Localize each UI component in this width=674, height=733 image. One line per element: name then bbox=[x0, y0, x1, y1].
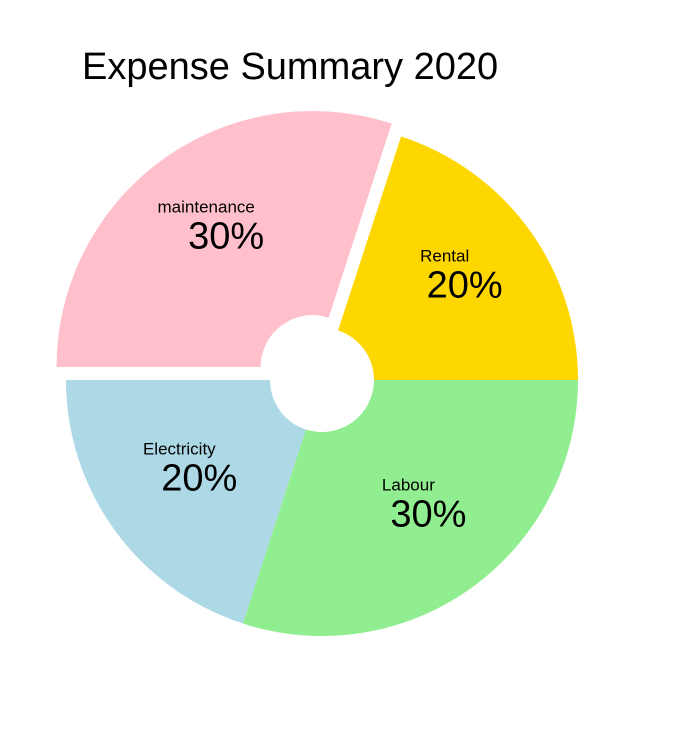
slice-labour bbox=[242, 380, 578, 636]
slice-label-labour: Labour bbox=[382, 476, 435, 495]
slice-value-maintenance: 30% bbox=[188, 215, 264, 257]
slice-value-labour: 30% bbox=[390, 494, 466, 536]
slice-label-rental: Rental bbox=[420, 247, 469, 266]
slice-label-maintenance: maintenance bbox=[158, 197, 255, 216]
slice-value-rental: 20% bbox=[427, 265, 503, 307]
slice-electricity bbox=[66, 380, 306, 624]
slice-maintenance bbox=[56, 111, 392, 368]
slice-label-electricity: Electricity bbox=[143, 439, 216, 458]
slice-rental bbox=[338, 136, 578, 380]
slice-group bbox=[56, 111, 578, 636]
chart-title: Expense Summary 2020 bbox=[82, 46, 499, 88]
slice-value-electricity: 20% bbox=[161, 457, 237, 499]
